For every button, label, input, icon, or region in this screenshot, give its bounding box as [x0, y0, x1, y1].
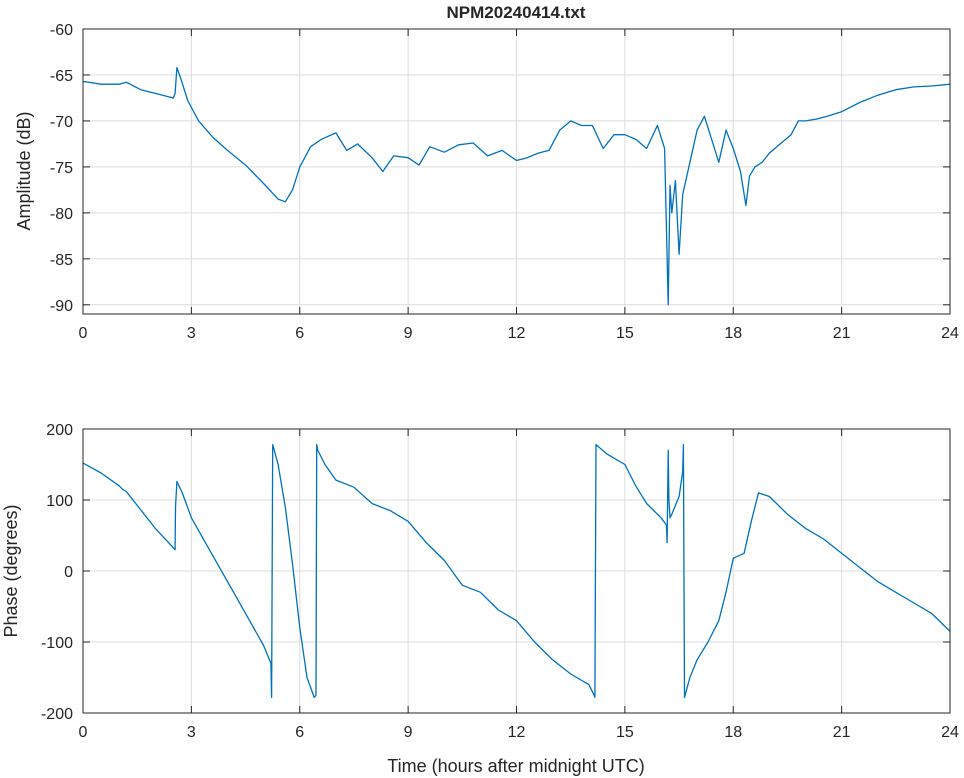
amplitude-x-tick-label: 0 [79, 325, 88, 342]
phase-x-tick-label: 0 [79, 724, 88, 741]
phase-panel: 0 3 6 9 12 15 18 21 24 -200 -100 0 100 200 Phase (deg… [1, 422, 959, 776]
amplitude-y-tick-label: -65 [50, 68, 73, 85]
phase-series-line [82, 443, 951, 699]
amplitude-series-line [82, 66, 951, 306]
amplitude-y-tick-label: -60 [50, 22, 73, 39]
phase-y-tick-label: 200 [46, 422, 73, 439]
phase-y-tick-label: 100 [46, 493, 73, 510]
amplitude-y-tick-label: -90 [50, 298, 73, 315]
amplitude-x-tick-label: 18 [724, 325, 742, 342]
x-axis-label: Time (hours after midnight UTC) [387, 756, 644, 776]
phase-plot-area [82, 443, 951, 699]
amplitude-y-tick-label: -85 [50, 252, 73, 269]
phase-x-tick-label: 18 [724, 724, 742, 741]
amplitude-y-tick-label: -70 [50, 114, 73, 131]
amplitude-plot-area [82, 66, 951, 306]
chart-title: NPM20240414.txt [447, 3, 586, 22]
amplitude-panel: NPM20240414.txt 0 3 6 9 12 15 18 21 24 -90 -85 -80 -… [14, 3, 959, 342]
amplitude-x-tick-label: 12 [508, 325, 526, 342]
amplitude-x-tick-label: 9 [404, 325, 413, 342]
phase-y-tick-label: -100 [41, 635, 73, 652]
amplitude-y-tick-label: -75 [50, 160, 73, 177]
amplitude-x-tick-label: 24 [941, 325, 959, 342]
amplitude-x-tick-label: 21 [833, 325, 851, 342]
amplitude-x-tick-label: 3 [187, 325, 196, 342]
phase-x-tick-label: 24 [941, 724, 959, 741]
phase-x-tick-label: 15 [616, 724, 634, 741]
phase-y-tick-label: 0 [64, 564, 73, 581]
amplitude-x-tick-label: 15 [616, 325, 634, 342]
amplitude-axes: 0 3 6 9 12 15 18 21 24 -90 -85 -80 -75 -70 -65 -60 [50, 22, 959, 342]
phase-x-tick-label: 12 [508, 724, 526, 741]
phase-y-axis-label: Phase (degrees) [1, 504, 21, 637]
amplitude-x-tick-label: 6 [295, 325, 304, 342]
phase-x-tick-label: 9 [404, 724, 413, 741]
phase-x-tick-label: 3 [187, 724, 196, 741]
phase-y-tick-label: -200 [41, 706, 73, 723]
amplitude-y-axis-label: Amplitude (dB) [14, 111, 34, 230]
amplitude-y-tick-label: -80 [50, 206, 73, 223]
phase-x-tick-label: 21 [833, 724, 851, 741]
phase-axes: 0 3 6 9 12 15 18 21 24 -200 -100 0 100 200 [41, 422, 959, 741]
phase-x-tick-label: 6 [295, 724, 304, 741]
